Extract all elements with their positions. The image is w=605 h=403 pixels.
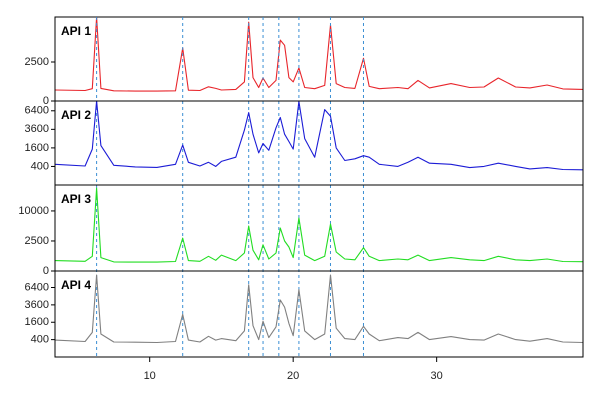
panel-title: API 2 xyxy=(61,108,91,122)
panel-frame xyxy=(54,270,584,358)
y-tick-label: 2500 xyxy=(25,56,49,68)
data-line xyxy=(54,16,584,92)
panel-title: API 1 xyxy=(61,24,91,38)
y-tick-label: 3600 xyxy=(25,123,49,135)
y-tick-label: 6400 xyxy=(25,105,49,117)
y-tick-label: 2500 xyxy=(25,235,49,247)
data-line xyxy=(54,100,584,171)
y-tick-label: 400 xyxy=(31,334,49,346)
y-tick-label: 0 xyxy=(43,265,49,277)
data-line xyxy=(54,187,584,263)
y-tick-label: 0 xyxy=(43,95,49,107)
y-tick-label: 1600 xyxy=(25,316,49,328)
y-tick-label: 1600 xyxy=(25,142,49,154)
y-tick-label: 6400 xyxy=(25,281,49,293)
x-tick-label: 30 xyxy=(431,370,443,382)
panel-title: API 3 xyxy=(61,192,91,206)
x-tick-label: 10 xyxy=(144,370,156,382)
y-tick-label: 400 xyxy=(31,160,49,172)
y-tick-label: 10000 xyxy=(18,205,49,217)
data-line xyxy=(54,274,584,344)
y-tick-label: 3600 xyxy=(25,299,49,311)
panel-title: API 4 xyxy=(61,278,91,292)
x-tick-label: 20 xyxy=(287,370,299,382)
